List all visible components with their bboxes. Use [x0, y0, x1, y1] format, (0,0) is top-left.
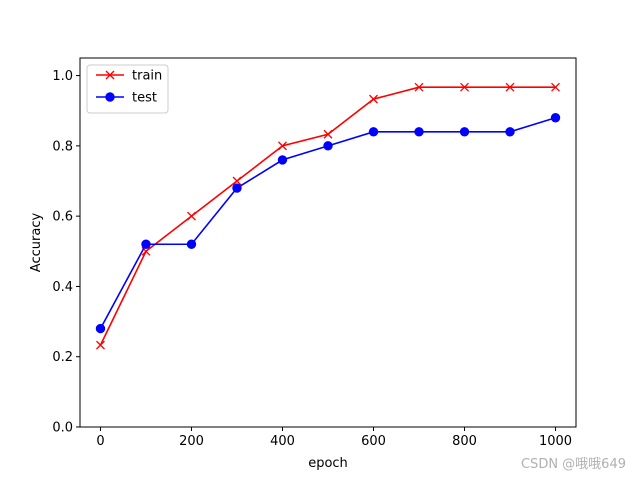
- train-point: [278, 141, 287, 151]
- test-point: [277, 155, 288, 165]
- axes-layer: 0 200 400 600 800 1000 0.0 0.2 0.4 0.6 0.8 1.0: [52, 57, 577, 449]
- x-tick-label: 200: [179, 434, 204, 449]
- train-point: [414, 82, 424, 92]
- y-tick-label: 0.4: [52, 280, 73, 295]
- marker-stroke: [460, 82, 469, 92]
- marker-stroke: [551, 82, 560, 92]
- marker-stroke: [232, 176, 242, 186]
- marker-stroke: [187, 211, 196, 221]
- test-point: [505, 127, 515, 137]
- legend-marker: [105, 70, 115, 80]
- marker-stroke: [96, 340, 105, 350]
- train-point: [323, 129, 333, 139]
- train-point: [551, 82, 560, 92]
- y-tick-label: 0.2: [52, 350, 73, 365]
- y-tick-label: 0.6: [52, 210, 73, 225]
- x-tick-label: 400: [270, 434, 295, 449]
- x-tick-label: 600: [361, 434, 386, 449]
- test-point: [459, 127, 470, 137]
- y-tick-label: 0.8: [52, 139, 73, 154]
- series-layer: [95, 82, 561, 350]
- test-point: [414, 127, 424, 137]
- train-line: [99, 86, 556, 346]
- legend-label: test: [132, 91, 157, 106]
- train-point: [505, 82, 515, 92]
- axes-frame: [79, 57, 577, 428]
- series-train: [96, 82, 560, 350]
- test-point: [368, 127, 379, 137]
- legend-marker: [105, 92, 115, 102]
- legend-entry-train: train: [96, 69, 162, 84]
- legend-entry-test: test: [96, 91, 157, 106]
- marker-stroke: [414, 82, 424, 92]
- marker-stroke: [141, 246, 151, 256]
- x-tick-label: 1000: [539, 434, 572, 449]
- marker-stroke: [369, 94, 378, 104]
- train-point: [232, 176, 242, 186]
- y-tick-label: 1.0: [52, 69, 73, 84]
- test-point: [186, 239, 197, 249]
- series-test: [95, 113, 561, 334]
- y-tick-label: 0.0: [52, 421, 73, 436]
- marker-stroke: [323, 129, 333, 139]
- test-point: [232, 183, 242, 193]
- x-axis-label: epoch: [308, 456, 348, 471]
- y-axis-label: Accuracy: [29, 213, 44, 273]
- marker-stroke: [278, 141, 287, 151]
- legend: train test: [86, 64, 169, 114]
- train-point: [369, 94, 378, 104]
- test-point: [141, 239, 151, 249]
- marker-stroke: [105, 70, 115, 80]
- x-tick-label: 800: [452, 434, 477, 449]
- test-point: [95, 323, 106, 334]
- x-tick-label: 0: [96, 434, 104, 449]
- train-point: [96, 340, 105, 350]
- legend-label: train: [132, 69, 162, 84]
- watermark: CSDN @哦哦649: [520, 457, 626, 472]
- test-point: [550, 113, 561, 123]
- train-point: [187, 211, 196, 221]
- train-point: [460, 82, 469, 92]
- test-point: [323, 141, 333, 151]
- marker-stroke: [505, 82, 515, 92]
